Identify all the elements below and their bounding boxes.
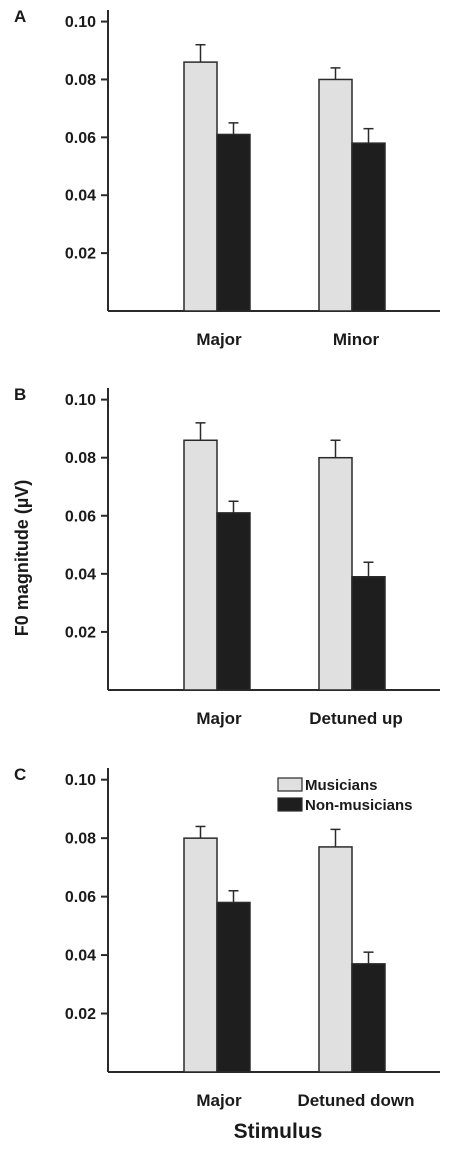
y-axis-title: F0 magnitude (µV) [12,480,32,636]
bar-musicians [184,838,217,1072]
bar-non-musicians [217,902,250,1072]
category-label: Major [196,709,242,728]
y-tick-label: 0.08 [65,450,96,467]
y-tick-label: 0.02 [65,624,96,641]
bar-non-musicians [352,143,385,311]
legend-swatch [278,798,302,811]
bar-non-musicians [217,134,250,311]
bar-musicians [184,62,217,311]
bar-musicians [184,440,217,690]
y-tick-label: 0.08 [65,831,96,848]
y-tick-label: 0.04 [65,188,96,205]
category-label: Major [196,330,242,349]
category-label: Detuned up [309,709,403,728]
panel-b: B 0.02 0.04 0.06 0.08 0.10 Major Detuned up [14,385,440,728]
bar-non-musicians [217,513,250,690]
y-tick-label: 0.04 [65,948,96,965]
y-tick-label: 0.06 [65,130,96,147]
y-tick-label: 0.08 [65,72,96,89]
y-tick-label: 0.10 [65,772,96,789]
panel-c: C 0.02 0.04 0.06 0.08 0.10 Major Detuned down Mu… [14,765,440,1110]
y-tick-label: 0.10 [65,392,96,409]
panel-letter: B [14,385,26,404]
category-label: Major [196,1091,242,1110]
y-tick-label: 0.06 [65,508,96,525]
panel-a: A 0.02 0.04 0.06 0.08 0.10 Major Minor [14,7,440,349]
y-tick-label: 0.02 [65,1006,96,1023]
x-axis-title: Stimulus [234,1120,323,1143]
y-tick-label: 0.04 [65,566,96,583]
y-tick-label: 0.06 [65,889,96,906]
panel-letter: C [14,765,26,784]
bar-musicians [319,79,352,311]
category-label: Detuned down [297,1091,414,1110]
bar-musicians [319,458,352,690]
legend-label: Non-musicians [305,797,413,814]
panel-letter: A [14,7,26,26]
category-label: Minor [333,330,380,349]
legend-swatch [278,778,302,791]
legend-label: Musicians [305,777,378,794]
y-tick-label: 0.02 [65,246,96,263]
bar-non-musicians [352,577,385,690]
bar-musicians [319,847,352,1072]
bar-non-musicians [352,964,385,1072]
y-tick-label: 0.10 [65,14,96,31]
